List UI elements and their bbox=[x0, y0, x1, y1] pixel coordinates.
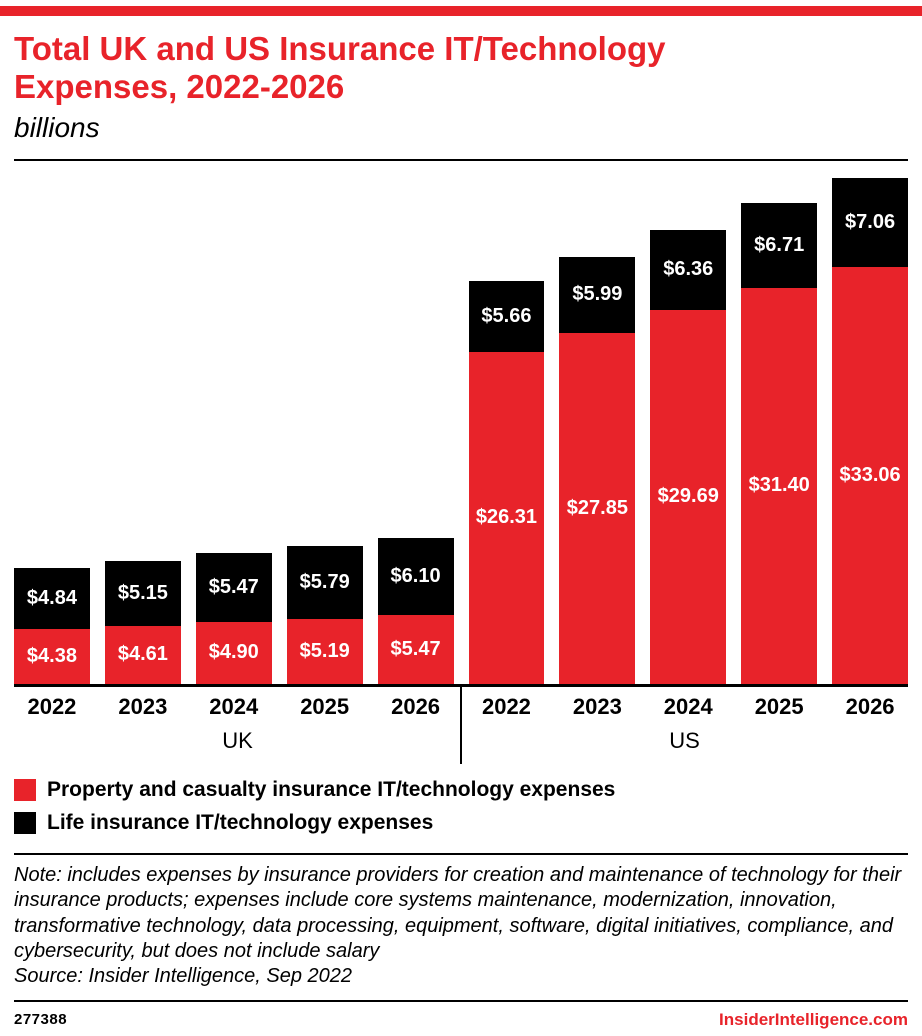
value-label: $26.31 bbox=[475, 506, 538, 529]
year-label-uk-2025: 2025 bbox=[300, 693, 350, 719]
header-divider bbox=[14, 158, 908, 161]
region-group-labels: UK US bbox=[14, 728, 908, 764]
segment-life-us-2024: $6.36 bbox=[650, 229, 727, 310]
segment-property-casualty-us-2023: $27.85 bbox=[559, 332, 636, 684]
segment-property-casualty-uk-2026: $5.47 bbox=[377, 614, 454, 684]
legend-item: Property and casualty insurance IT/techn… bbox=[14, 778, 908, 802]
value-label: $5.47 bbox=[390, 637, 441, 660]
x-axis-labels: 2022 2023 2024 2025 2026 2022 2023 2024 2025 2026 bbox=[14, 694, 908, 720]
region-label-us: US bbox=[669, 727, 700, 753]
value-label: $31.40 bbox=[748, 474, 810, 497]
chart-subtitle: billions bbox=[14, 111, 100, 143]
segment-property-casualty-uk-2022: $4.38 bbox=[14, 628, 90, 684]
footer: 277388 InsiderIntelligence.com bbox=[14, 1002, 908, 1036]
value-label: $6.71 bbox=[754, 233, 805, 256]
value-label: $4.38 bbox=[26, 644, 77, 667]
legend-label: Life insurance IT/technology expenses bbox=[47, 810, 434, 834]
segment-property-casualty-us-2024: $29.69 bbox=[650, 309, 727, 684]
value-label: $4.61 bbox=[117, 643, 168, 666]
segment-property-casualty-us-2025: $31.40 bbox=[741, 287, 818, 684]
bar-us-2023: $5.99 $27.85 bbox=[559, 256, 636, 684]
year-label-us-2022: 2022 bbox=[481, 693, 531, 719]
year-label-uk-2026: 2026 bbox=[391, 693, 441, 719]
year-label-us-2026: 2026 bbox=[845, 693, 895, 719]
segment-life-uk-2022: $4.84 bbox=[14, 567, 90, 629]
axis-group-us: 2022 2023 2024 2025 2026 bbox=[469, 694, 909, 720]
bar-us-2026: $7.06 $33.06 bbox=[832, 177, 909, 684]
value-label: $6.36 bbox=[663, 258, 714, 281]
bar-uk-2026: $6.10 $5.47 bbox=[377, 537, 454, 684]
segment-life-uk-2023: $5.15 bbox=[104, 560, 181, 626]
year-label-us-2024: 2024 bbox=[663, 693, 713, 719]
value-label: $5.99 bbox=[572, 283, 623, 306]
value-label: $27.85 bbox=[566, 496, 628, 519]
value-label: $7.06 bbox=[845, 210, 896, 233]
segment-life-uk-2024: $5.47 bbox=[195, 552, 272, 622]
year-label-uk-2023: 2023 bbox=[118, 693, 168, 719]
segment-property-casualty-uk-2023: $4.61 bbox=[104, 625, 181, 684]
legend-swatch bbox=[14, 811, 36, 834]
year-label-us-2023: 2023 bbox=[572, 693, 622, 719]
year-label-uk-2022: 2022 bbox=[27, 693, 77, 719]
source-text: Source: Insider Intelligence, Sep 2022 bbox=[14, 965, 352, 988]
segment-property-casualty-us-2022: $26.31 bbox=[468, 351, 545, 684]
segment-property-casualty-us-2026: $33.06 bbox=[832, 266, 909, 684]
value-label: $4.90 bbox=[208, 641, 259, 664]
segment-property-casualty-uk-2025: $5.19 bbox=[286, 618, 363, 684]
bar-uk-2024: $5.47 $4.90 bbox=[195, 552, 272, 684]
bar-uk-2022: $4.84 $4.38 bbox=[14, 567, 90, 684]
brand-link[interactable]: InsiderIntelligence.com bbox=[719, 1009, 908, 1029]
bar-uk-2025: $5.79 $5.19 bbox=[286, 545, 363, 684]
segment-life-us-2025: $6.71 bbox=[741, 202, 818, 288]
segment-life-us-2026: $7.06 bbox=[832, 177, 909, 267]
value-label: $5.47 bbox=[208, 575, 259, 598]
legend-swatch bbox=[14, 778, 36, 801]
value-label: $5.79 bbox=[299, 570, 350, 593]
group-divider-line bbox=[460, 683, 462, 764]
value-label: $29.69 bbox=[657, 485, 719, 508]
stacked-bar-chart: $4.84 $4.38 $5.15 $4.61 $5.47 $4.90 $5.79 $5.19… bbox=[14, 164, 909, 764]
value-label: $33.06 bbox=[839, 463, 901, 486]
segment-life-uk-2025: $5.79 bbox=[286, 545, 363, 619]
bar-uk-2023: $5.15 $4.61 bbox=[104, 560, 181, 684]
segment-life-us-2022: $5.66 bbox=[468, 280, 545, 352]
segment-life-us-2023: $5.99 bbox=[559, 256, 636, 333]
value-label: $6.10 bbox=[390, 564, 441, 587]
chart-id: 277388 bbox=[14, 1011, 68, 1029]
value-label: $5.66 bbox=[481, 304, 532, 327]
value-label: $4.84 bbox=[26, 586, 77, 609]
value-label: $5.19 bbox=[299, 639, 350, 662]
note-divider bbox=[14, 852, 908, 855]
bar-us-2022: $5.66 $26.31 bbox=[468, 280, 545, 684]
footer-divider bbox=[14, 999, 908, 1002]
page-title: Total UK and US Insurance IT/Technology … bbox=[14, 30, 666, 105]
year-label-us-2025: 2025 bbox=[754, 693, 804, 719]
axis-group-uk: 2022 2023 2024 2025 2026 bbox=[14, 694, 454, 720]
legend: Property and casualty insurance IT/techn… bbox=[14, 778, 908, 835]
value-label: $5.15 bbox=[117, 581, 168, 604]
bar-us-2024: $6.36 $29.69 bbox=[650, 229, 727, 684]
bar-group-us: $5.66 $26.31 $5.99 $27.85 $6.36 $29.69 $6.71 $3… bbox=[468, 177, 909, 684]
brand-accent-bar bbox=[0, 6, 922, 16]
legend-label: Property and casualty insurance IT/techn… bbox=[47, 777, 616, 801]
plot-area: $4.84 $4.38 $5.15 $4.61 $5.47 $4.90 $5.79 $5.19… bbox=[14, 164, 909, 684]
region-label-uk: UK bbox=[222, 727, 253, 753]
segment-property-casualty-uk-2024: $4.90 bbox=[195, 621, 272, 684]
bar-us-2025: $6.71 $31.40 bbox=[741, 202, 818, 684]
report-page: Total UK and US Insurance IT/Technology … bbox=[0, 30, 922, 1036]
legend-item: Life insurance IT/technology expenses bbox=[14, 811, 908, 835]
note-text: Note: includes expenses by insurance pro… bbox=[14, 863, 902, 963]
year-label-uk-2024: 2024 bbox=[209, 693, 259, 719]
segment-life-uk-2026: $6.10 bbox=[377, 537, 454, 615]
bar-group-uk: $4.84 $4.38 $5.15 $4.61 $5.47 $4.90 $5.79 $5.19… bbox=[14, 537, 454, 684]
